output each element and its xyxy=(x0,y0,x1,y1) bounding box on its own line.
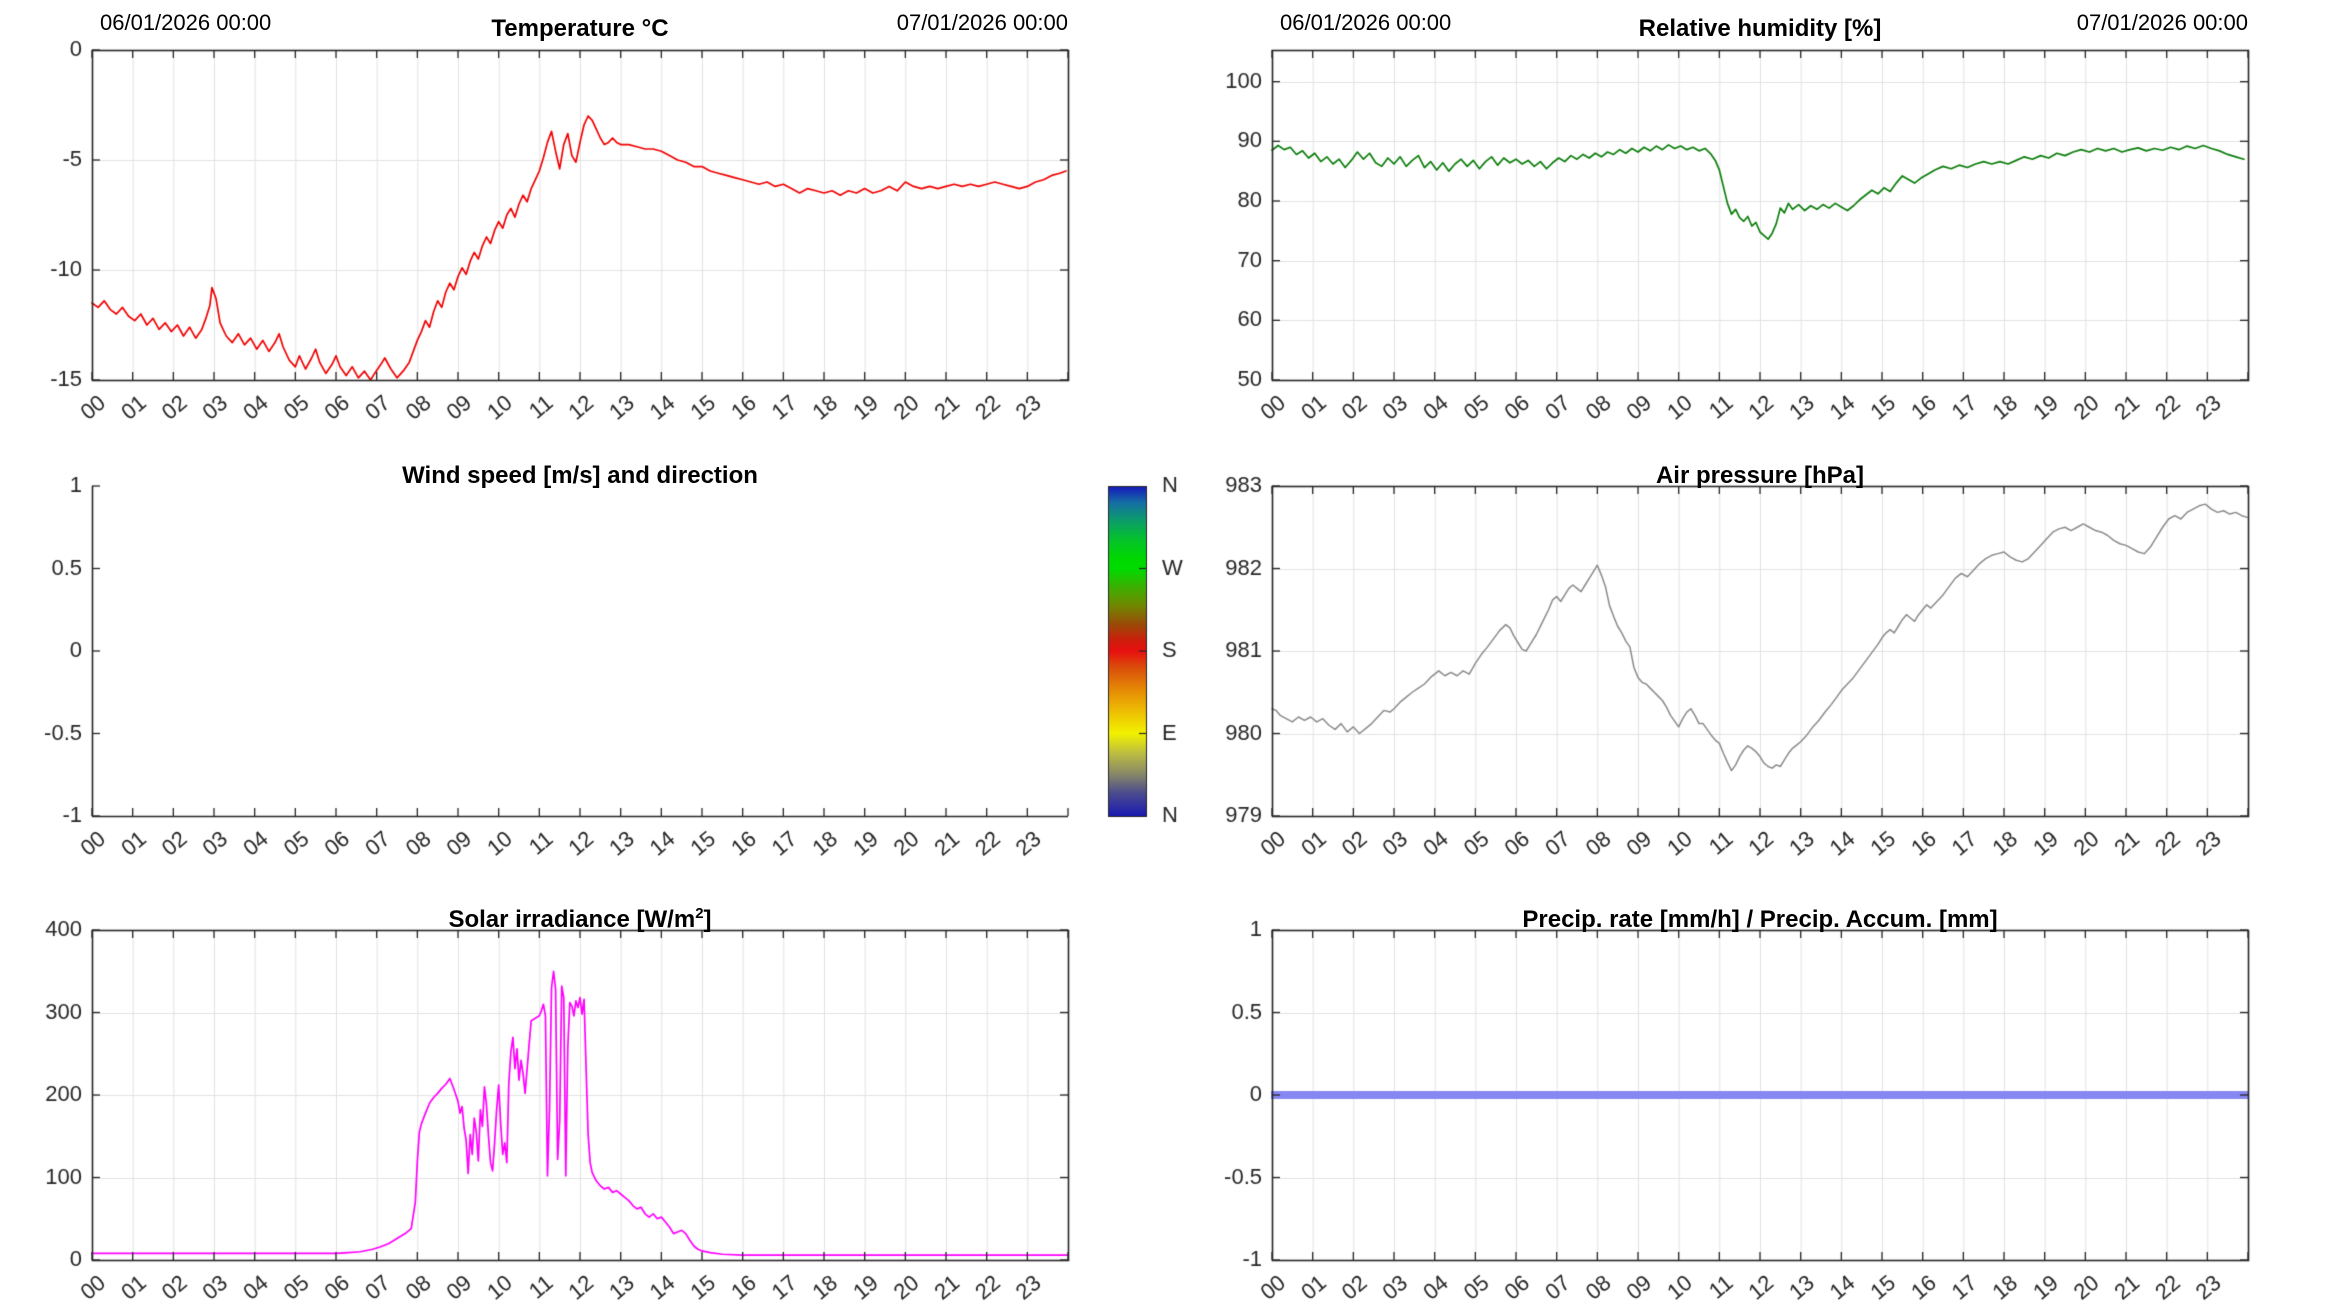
solar-plot-canvas xyxy=(0,898,1190,1313)
solar-panel: Solar irradiance [W/m2] xyxy=(0,898,1190,1313)
temperature-end-date: 07/01/2026 00:00 xyxy=(896,10,1068,35)
wind-plot-canvas xyxy=(0,455,1190,898)
temperature-start-date: 06/01/2026 00:00 xyxy=(100,10,272,35)
precip-plot-canvas xyxy=(1190,898,2333,1313)
precip-title: Precip. rate [mm/h] / Precip. Accum. [mm… xyxy=(1522,906,1998,933)
solar-title: Solar irradiance [W/m2] xyxy=(448,905,712,933)
pressure-plot-canvas xyxy=(1190,455,2333,898)
humidity-end-date: 07/01/2026 00:00 xyxy=(2076,10,2248,35)
humidity-panel: 06/01/2026 00:00 Relative humidity [%] 0… xyxy=(1190,0,2333,455)
temperature-title: Temperature °C xyxy=(491,15,669,42)
wind-panel: Wind speed [m/s] and direction xyxy=(0,455,1190,898)
humidity-plot-canvas xyxy=(1190,0,2333,455)
pressure-title: Air pressure [hPa] xyxy=(1655,462,1865,489)
temperature-panel: 06/01/2026 00:00 Temperature °C 07/01/20… xyxy=(0,0,1190,455)
humidity-title: Relative humidity [%] xyxy=(1638,15,1882,42)
pressure-panel: Air pressure [hPa] xyxy=(1190,455,2333,898)
humidity-start-date: 06/01/2026 00:00 xyxy=(1280,10,1452,35)
wind-title: Wind speed [m/s] and direction xyxy=(402,462,758,489)
precip-panel: Precip. rate [mm/h] / Precip. Accum. [mm… xyxy=(1190,898,2333,1313)
temperature-plot-canvas xyxy=(0,0,1190,455)
